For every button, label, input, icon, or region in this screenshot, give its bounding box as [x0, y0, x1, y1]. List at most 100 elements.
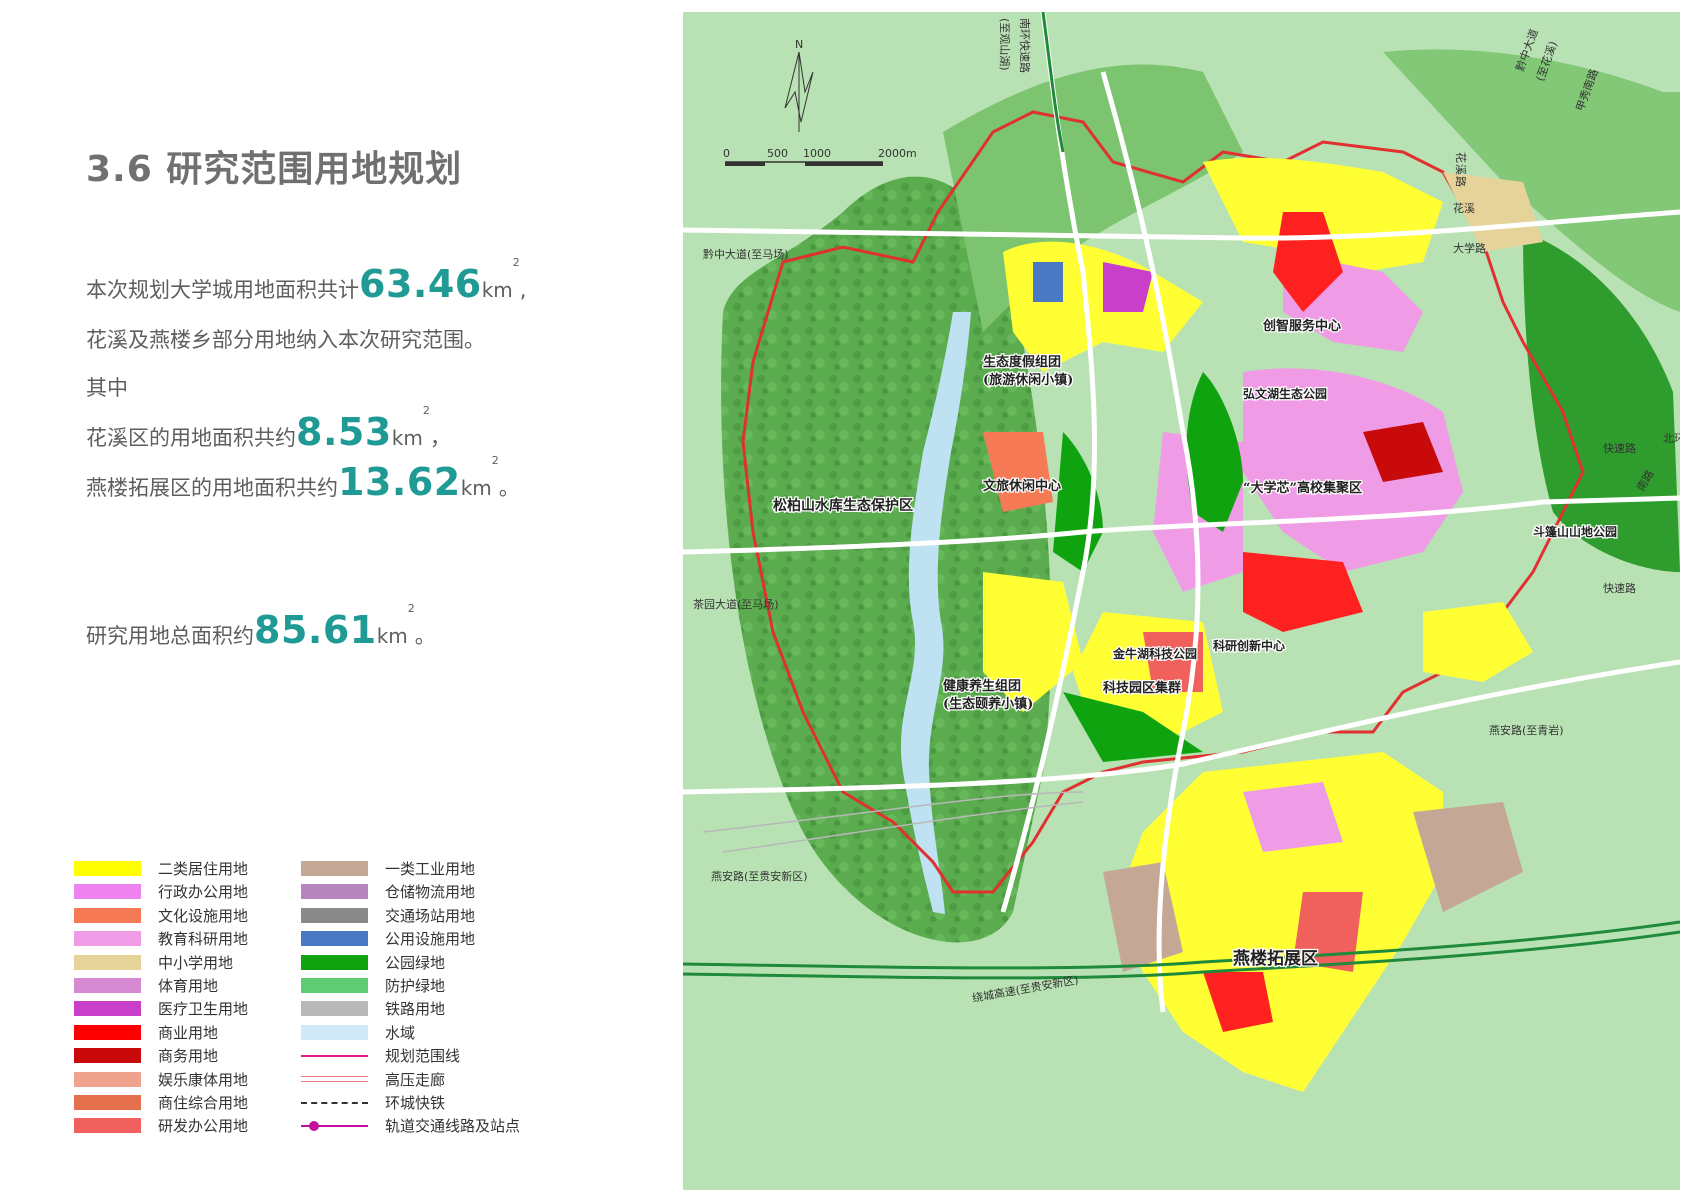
legend-item: 公用设施用地: [301, 928, 531, 948]
legend-swatch: [74, 1024, 141, 1040]
unit-power: 2: [491, 454, 499, 467]
legend-swatch: [74, 1095, 141, 1110]
legend-label: 铁路用地: [385, 1000, 446, 1019]
scale-tick-label: 1000: [803, 147, 831, 160]
road-label: 燕安路(至贵安新区): [711, 869, 808, 883]
reservoir-water: [900, 312, 971, 914]
legend-swatch: [74, 1118, 141, 1134]
summary-line-2: 花溪及燕楼乡部分用地纳入本次研究范围。: [86, 328, 485, 352]
unit-power: 2: [407, 602, 415, 615]
summary-line-4-suffix: ，: [429, 426, 451, 450]
area-labels: 松柏山水库生态保护区 生态度假组团 (旅游休闲小镇) 创智服务中心弘文湖生态公园文旅休…: [772, 317, 1619, 971]
scale-labels: 0 500 1000 2000m: [723, 147, 917, 160]
page-title: 3.6 研究范围用地规划: [86, 149, 463, 190]
legend-item: 文化设施用地: [74, 905, 304, 925]
legend-item: 商住综合用地: [74, 1092, 304, 1112]
legend-swatch: [74, 1048, 141, 1064]
legend-item: 交通场站用地: [301, 905, 531, 925]
legend-label: 仓储物流用地: [385, 883, 476, 902]
compass-label: N: [795, 38, 803, 51]
legend-item: 娱乐康体用地: [74, 1069, 304, 1089]
land-use-map: N 0 500 1000 2000m 南环快速路 (至观山湖) 黔中大道(至马场) 茶园大道…: [683, 12, 1680, 1190]
road-label: (至观山湖): [998, 18, 1011, 71]
legend-item: 中小学用地: [74, 952, 304, 972]
road-label: 溪: [1454, 164, 1467, 175]
legend-swatch: [74, 931, 141, 947]
legend-label: 水域: [385, 1023, 416, 1042]
legend-swatch: [74, 861, 141, 876]
legend-item: 公园绿地: [301, 952, 531, 972]
legend-label: 防护绿地: [385, 977, 446, 995]
legend-item: 仓储物流用地: [301, 881, 531, 901]
park-area: [1523, 232, 1680, 572]
area-label: 金牛湖科技公园: [1112, 646, 1197, 661]
legend-item: 一类工业用地: [301, 858, 531, 878]
road-label: 大学路: [1453, 241, 1486, 255]
legend-item: 规划范围线: [301, 1045, 531, 1065]
legend-item: 铁路用地: [301, 998, 531, 1018]
road-label: 快速路: [1603, 442, 1636, 455]
legend-swatch: [301, 1055, 368, 1058]
area-label: 科技园区集群: [1103, 680, 1181, 696]
legend-label: 二类居住用地: [158, 860, 249, 878]
area-label: 生态度假组团: [983, 354, 1061, 370]
summary-line-1-prefix: 本次规划大学城用地面积共计: [86, 278, 359, 302]
legend-item: 研发办公用地: [74, 1115, 304, 1135]
legend-swatch: [301, 1001, 368, 1017]
expressways: [683, 12, 1680, 980]
legend-swatch: [301, 931, 368, 947]
legend-swatch: [301, 1075, 368, 1082]
legend-swatch: [74, 954, 141, 970]
legend-swatch: [301, 1121, 368, 1132]
summary-line-5-suffix: 。: [498, 476, 520, 500]
legend-swatch: [74, 907, 141, 923]
legend-item: 高压走廊: [301, 1069, 531, 1089]
area-unit: km: [391, 426, 423, 450]
area-label: 松柏山水库生态保护区: [773, 497, 913, 514]
vegetation-area: [1383, 49, 1680, 312]
legend-swatch: [74, 1001, 141, 1017]
rail-lines: [702, 791, 1084, 853]
scale-tick-label: 500: [767, 147, 788, 160]
legend-label: 商务用地: [158, 1047, 219, 1066]
legend-label: 规划范围线: [385, 1047, 461, 1066]
legend-item: 商业用地: [74, 1022, 304, 1042]
road-label: 黔中大道(至马场): [703, 247, 789, 261]
road-label: 南环快速路: [1018, 18, 1031, 73]
legend-swatch: [74, 1071, 141, 1087]
yanlou-blocks: [1103, 752, 1523, 1092]
legend-item: 教育科研用地: [74, 928, 304, 948]
area-label: “大学芯”高校集聚区: [1243, 480, 1362, 496]
legend-swatch: [74, 978, 141, 993]
area-label: 燕楼拓展区: [1233, 948, 1318, 969]
legend-item: 环城快铁: [301, 1092, 531, 1112]
scale-tick-label: 0: [723, 147, 730, 160]
summary-line-1: 本次规划大学城用地面积共计63.46km 2,: [86, 256, 527, 306]
summary-line-1-suffix: ,: [519, 278, 527, 302]
area-label: 弘文湖生态公园: [1243, 386, 1327, 401]
area-unit: km: [481, 278, 513, 302]
summary-line-5-prefix: 燕楼拓展区的用地面积共约: [86, 476, 338, 500]
legend-label: 中小学用地: [158, 953, 234, 972]
legend-swatch: [301, 884, 368, 900]
huaxi-area-value: 8.53: [296, 410, 392, 454]
summary-line-4: 花溪区的用地面积共约8.53km 2 ，: [86, 404, 451, 454]
legend-label: 文化设施用地: [158, 906, 249, 925]
land-use-map-canvas: N 0 500 1000 2000m 南环快速路 (至观山湖) 黔中大道(至马场) 茶园大道…: [683, 12, 1680, 1190]
summary-line-4-prefix: 花溪区的用地面积共约: [86, 426, 296, 450]
legend-item: 体育用地: [74, 975, 304, 995]
research-area-value: 85.61: [254, 608, 377, 652]
legend-swatch: [301, 861, 368, 876]
legend-item: 商务用地: [74, 1045, 304, 1065]
area-label: 文旅休闲中心: [983, 478, 1061, 494]
summary-line-6-prefix: 研究用地总面积约: [86, 624, 254, 648]
legend-label: 公用设施用地: [385, 930, 476, 949]
legend-label: 娱乐康体用地: [158, 1070, 249, 1089]
legend-label: 体育用地: [158, 977, 219, 995]
legend-swatch: [301, 978, 368, 993]
road-label: 花溪: [1453, 202, 1475, 215]
legend-label: 环城快铁: [385, 1094, 446, 1112]
legend-item: 医疗卫生用地: [74, 998, 304, 1018]
legend-label: 行政办公用地: [158, 883, 249, 902]
legend-item: 轨道交通线路及站点: [301, 1115, 531, 1135]
